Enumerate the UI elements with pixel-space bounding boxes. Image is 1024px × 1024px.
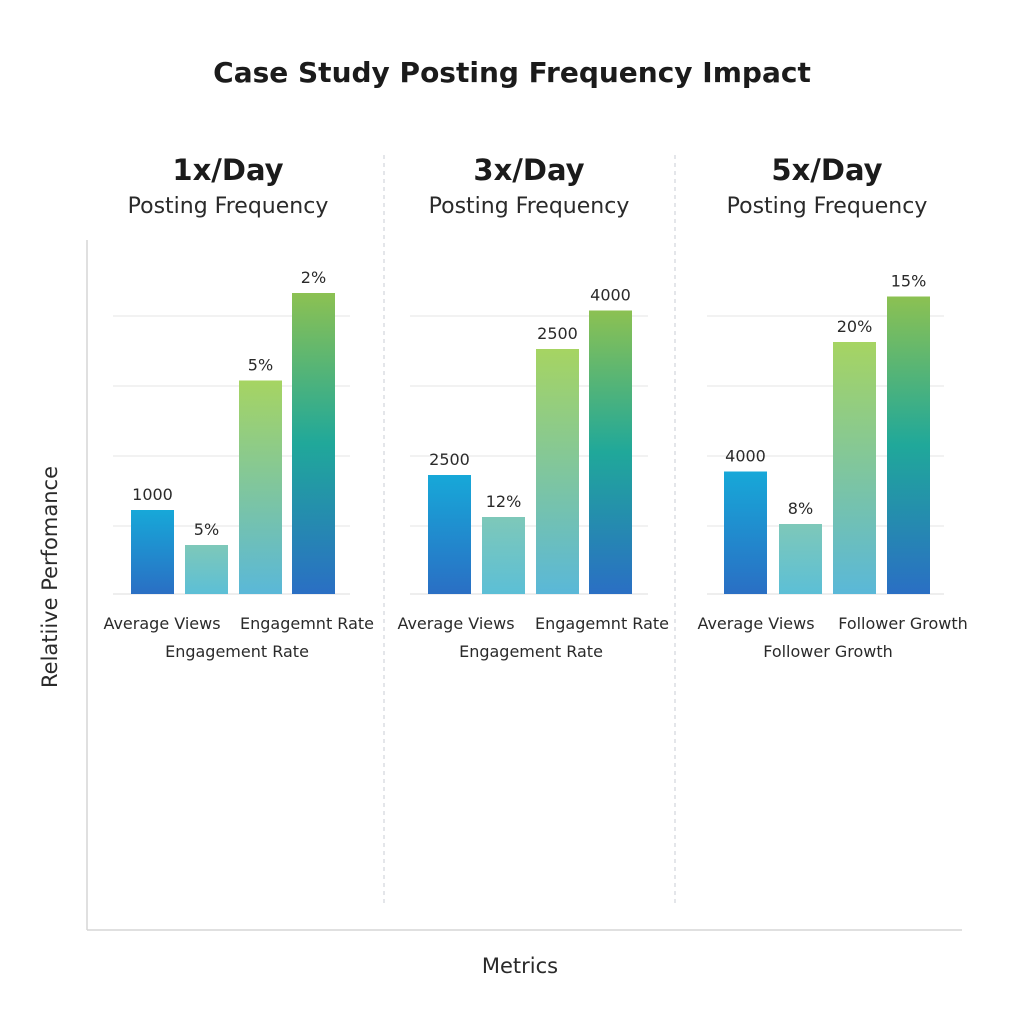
panel-subheading: Posting Frequency (727, 194, 928, 219)
bar (428, 475, 471, 594)
bar (185, 545, 228, 594)
bar-value-label: 4000 (725, 447, 766, 466)
panel-heading: 5x/Day (771, 153, 882, 187)
category-label: Engagement Rate (165, 642, 309, 661)
panel-2: 3x/Day Posting Frequency 2500 12% 2500 4000 Av… (397, 153, 669, 661)
bar-value-label: 2% (301, 268, 326, 287)
bar (292, 293, 335, 594)
bar (589, 310, 632, 594)
x-axis-label: Metrics (482, 954, 558, 978)
panel-3: 5x/Day Posting Frequency 4000 8% 20% 15% Avera… (697, 153, 967, 661)
category-label: Engagemnt Rate (535, 614, 669, 633)
category-label: Average Views (397, 614, 514, 633)
bar-value-label: 2500 (537, 324, 578, 343)
bar (724, 471, 767, 594)
panels-group: 1x/Day Posting Frequency 1000 5% 5% 2% Average… (103, 153, 967, 661)
bar (482, 517, 525, 594)
bar (833, 342, 876, 594)
panel-heading: 1x/Day (172, 153, 283, 187)
bar-value-label: 20% (837, 317, 873, 336)
bar-value-label: 2500 (429, 450, 470, 469)
bar (239, 380, 282, 594)
category-label: Engagement Rate (459, 642, 603, 661)
bar-value-label: 5% (248, 356, 273, 375)
bar-value-label: 4000 (590, 286, 631, 305)
bar-value-label: 5% (194, 520, 219, 539)
bar-value-label: 15% (891, 272, 927, 291)
y-axis-label: Relatiive Perfomance (38, 466, 62, 688)
bar-value-label: 8% (788, 499, 813, 518)
bar (887, 296, 930, 594)
bar-value-label: 1000 (132, 485, 173, 504)
chart-title: Case Study Posting Frequency Impact (213, 56, 811, 89)
bar (131, 510, 174, 594)
bar (536, 349, 579, 594)
category-label: Follower Growth (838, 614, 968, 633)
panel-subheading: Posting Frequency (128, 194, 329, 219)
bar (779, 524, 822, 594)
category-label: Average Views (697, 614, 814, 633)
category-label: Average Views (103, 614, 220, 633)
bar-value-label: 12% (486, 492, 522, 511)
category-label: Engagemnt Rate (240, 614, 374, 633)
panel-heading: 3x/Day (473, 153, 584, 187)
category-label: Follower Growth (763, 642, 893, 661)
panel-subheading: Posting Frequency (429, 194, 630, 219)
panel-1: 1x/Day Posting Frequency 1000 5% 5% 2% Average… (103, 153, 374, 661)
